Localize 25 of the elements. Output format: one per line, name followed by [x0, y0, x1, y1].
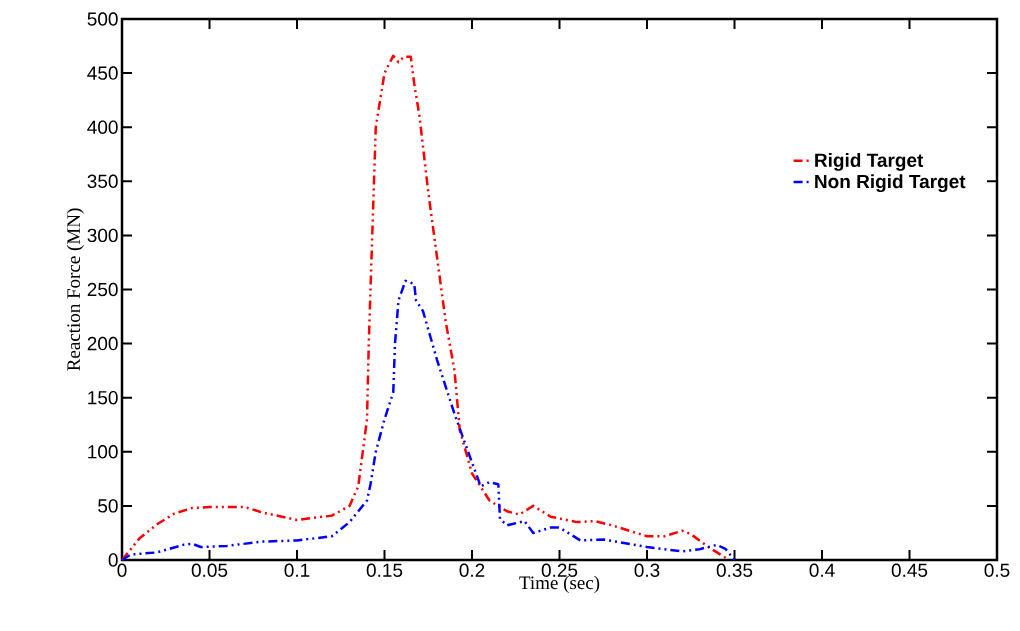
y-tick-label: 250 — [87, 282, 118, 297]
y-tick-label: 0 — [108, 553, 118, 567]
y-tick-label: 500 — [87, 12, 118, 26]
y-tick-label: 350 — [87, 174, 118, 189]
x-tick-label: 0 — [117, 563, 127, 577]
legend-label: Rigid Target — [815, 153, 924, 171]
y-tick-label: 200 — [87, 336, 118, 351]
y-tick-label: 300 — [87, 228, 118, 243]
y-axis-title: Reaction Force (MN) — [66, 208, 84, 371]
legend-label: Non Rigid Target — [815, 174, 966, 193]
y-tick-label: 400 — [87, 120, 118, 134]
x-tick-label: 0.2 — [459, 563, 485, 577]
y-tick-label: 50 — [98, 499, 118, 513]
y-tick-label: 150 — [88, 390, 118, 405]
y-tick-label: 100 — [88, 445, 118, 459]
x-tick-label: 0.05 — [191, 563, 228, 577]
x-tick-label: 0.5 — [984, 563, 1010, 577]
x-tick-label: 0.25 — [541, 563, 578, 577]
x-tick-label: 0.15 — [366, 563, 403, 577]
x-tick-label: 0.1 — [284, 563, 310, 577]
x-tick-label: 0.35 — [716, 563, 753, 577]
y-tick-label: 450 — [87, 66, 118, 80]
x-tick-label: 0.45 — [891, 563, 928, 577]
x-tick-label: 0.4 — [809, 563, 835, 577]
x-tick-label: 0.3 — [634, 563, 660, 577]
